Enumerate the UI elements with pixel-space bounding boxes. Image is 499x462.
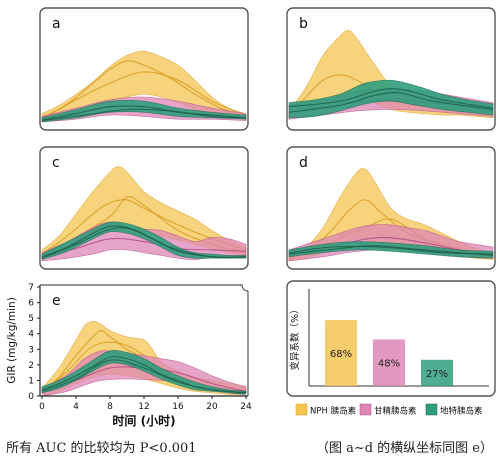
y-tick-label: 4 (28, 330, 34, 340)
curve-nph-1 (41, 60, 247, 119)
y-tick-label: 2 (28, 361, 34, 371)
legend: NPH 胰岛素 甘精胰岛素 地特胰岛素 (295, 403, 483, 417)
x-axis-title: 时间 (小时) (112, 413, 175, 428)
band-detemir (41, 99, 247, 123)
cv-y-axis-title: 变异系数（%） (289, 304, 301, 370)
cv-bar-detemir (421, 359, 453, 386)
curve-detemir-2 (41, 359, 247, 394)
panel-plot-area (288, 168, 494, 262)
cv-bar-glargine (373, 339, 405, 386)
cv-bar-nph (325, 320, 357, 386)
band-detemir (288, 241, 494, 259)
panel-plot-area (41, 320, 247, 396)
panel-plot-area (41, 50, 247, 123)
legend-swatch-glargine (359, 403, 372, 416)
curve-detemir-1 (41, 105, 247, 121)
cv-bar-chart: 变异系数（%） 68% 48% 27% (286, 280, 496, 397)
curve-detemir-1 (288, 245, 494, 256)
panel-label-c: c (52, 155, 60, 171)
y-tick-label: 5 (28, 314, 34, 324)
panel-d: d (286, 146, 496, 270)
panel-label-e: e (52, 293, 61, 309)
x-tick-label: 12 (138, 402, 149, 412)
x-tick-label: 4 (73, 402, 79, 412)
x-tick-label: 8 (107, 402, 113, 412)
legend-swatch-detemir (425, 403, 438, 416)
legend-label-detemir: 地特胰岛素 (440, 406, 483, 417)
caption-axes-note: （图 a~d 的横纵坐标同图 e） (315, 441, 493, 456)
panel-plot-area (41, 166, 247, 262)
legend-label-nph: NPH 胰岛素 (310, 406, 357, 417)
curve-detemir-2 (41, 227, 247, 259)
caption-auc: 所有 AUC 的比较均为 P<0.001 (6, 441, 197, 456)
panel-plot-area (288, 29, 494, 120)
panel-b: b (286, 7, 496, 131)
band-detemir (41, 221, 247, 261)
curve-detemir-1 (288, 92, 494, 113)
x-tick-label: 0 (39, 402, 45, 412)
legend-label-glargine: 甘精胰岛素 (374, 406, 417, 417)
panel-label-a: a (52, 16, 61, 32)
curve-detemir-2 (288, 88, 494, 109)
y-tick-label: 1 (28, 376, 34, 386)
curve-detemir-2 (288, 245, 494, 255)
panel-label-b: b (299, 16, 308, 32)
panel-frame-top (40, 284, 249, 292)
x-tick-label: 16 (172, 402, 184, 412)
curve-glargine-1 (41, 237, 247, 258)
x-tick-label: 24 (240, 402, 252, 412)
curve-nph-2 (41, 71, 247, 120)
panel-a: a (39, 7, 249, 131)
y-axis-title: GIR (mg/kg/min) (6, 297, 18, 384)
y-tick-label: 3 (28, 345, 34, 355)
cv-bar-value-label: 48% (378, 359, 400, 370)
panel-label-d: d (299, 155, 308, 171)
cv-bar-value-label: 27% (426, 369, 448, 380)
cv-bar-value-label: 68% (330, 349, 352, 360)
y-tick-label: 7 (28, 283, 34, 293)
x-tick-label: 20 (206, 402, 218, 412)
legend-swatch-nph (295, 403, 308, 416)
y-tick-label: 6 (28, 299, 34, 309)
band-detemir (288, 79, 494, 119)
y-tick-label: 0 (28, 392, 34, 402)
panel-c: c (39, 146, 249, 270)
curve-nph-1 (41, 199, 247, 255)
curve-detemir-2 (41, 108, 247, 122)
